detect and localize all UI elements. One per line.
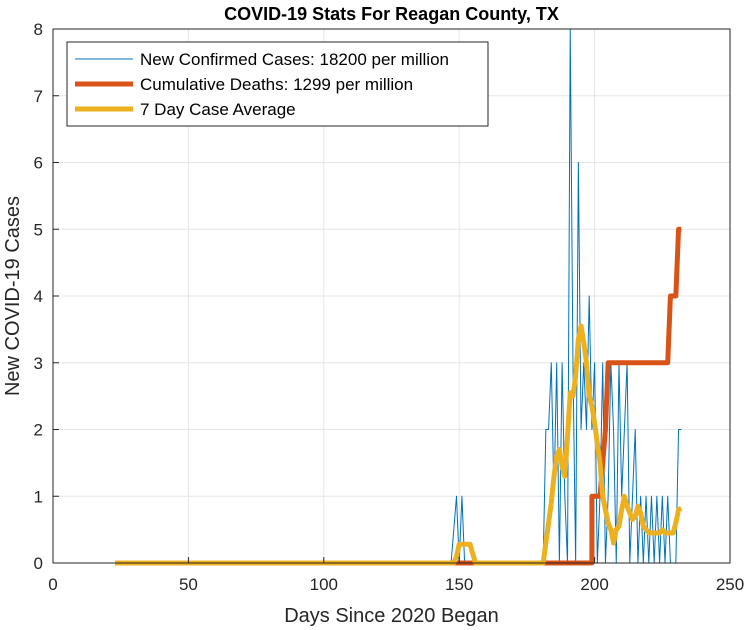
y-axis-label: New COVID-19 Cases xyxy=(2,196,24,396)
y-tick-label: 4 xyxy=(34,287,43,306)
series-line-3 xyxy=(115,323,683,566)
x-tick-label: 150 xyxy=(445,575,473,594)
y-tick-label: 1 xyxy=(34,487,43,506)
x-tick-label: 250 xyxy=(716,575,744,594)
legend-box xyxy=(66,41,489,127)
legend: New Confirmed Cases: 18200 per million Cu… xyxy=(66,41,489,127)
y-tick-label: 7 xyxy=(34,87,43,106)
y-tick-label: 6 xyxy=(34,154,43,173)
series-line-2 xyxy=(115,226,682,566)
y-tick-label: 0 xyxy=(34,554,43,573)
y-tick-label: 2 xyxy=(34,421,43,440)
x-axis-label: Days Since 2020 Began xyxy=(284,605,499,627)
x-tick-label: 0 xyxy=(48,575,57,594)
chart-title: COVID-19 Stats For Reagan County, TX xyxy=(224,4,559,24)
y-tick-label: 8 xyxy=(34,20,43,39)
legend-label-1: New Confirmed Cases: 18200 per million xyxy=(140,50,449,69)
x-tick-label: 200 xyxy=(580,575,608,594)
legend-label-2: Cumulative Deaths: 1299 per million xyxy=(140,75,413,94)
series-layer xyxy=(115,28,683,566)
y-tick-label: 3 xyxy=(34,354,43,373)
x-tick-label: 50 xyxy=(179,575,198,594)
legend-entries: New Confirmed Cases: 18200 per million Cu… xyxy=(75,50,449,119)
y-tick-label: 5 xyxy=(34,220,43,239)
legend-label-3: 7 Day Case Average xyxy=(140,100,296,119)
ticks: 0 50 100 150 200 250 0 1 2 3 4 5 6 7 8 xyxy=(34,20,745,594)
x-tick-label: 100 xyxy=(310,575,338,594)
